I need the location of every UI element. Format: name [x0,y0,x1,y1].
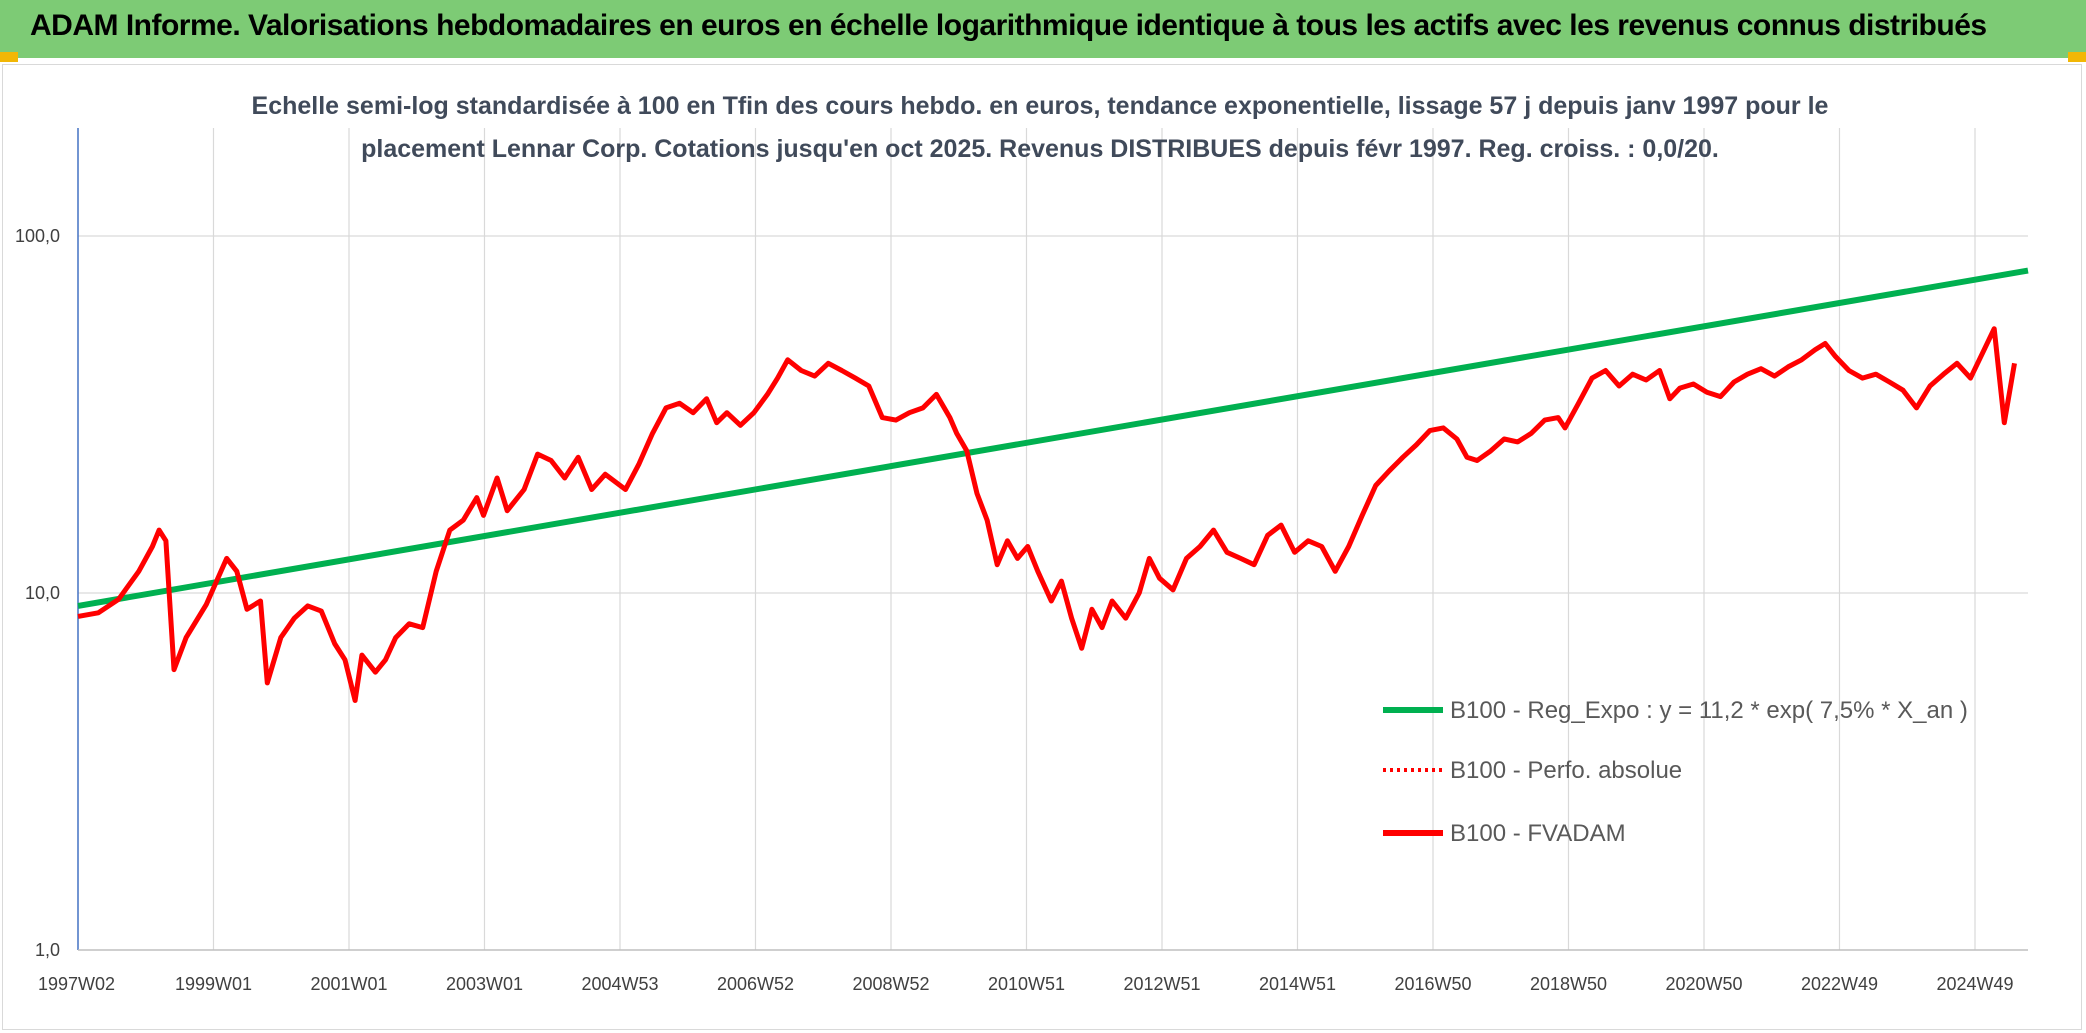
x-tick-label: 2006W52 [717,974,794,994]
chart-subtitle-line-1: Echelle semi-log standardisée à 100 en T… [252,92,1829,120]
grid-lines [78,128,2028,950]
legend-label-fvadam: B100 - FVADAM [1450,820,1626,847]
x-axis-ticks: 1997W02 1999W01 2001W01 2003W01 2004W53 2006W… [38,974,2014,994]
y-tick-label: 100,0 [15,226,60,246]
x-tick-label: 1999W01 [175,974,252,994]
x-tick-label: 2020W50 [1665,974,1742,994]
title-banner: ADAM Informe. Valorisations hebdomadaire… [0,0,2086,58]
chart-area [2,64,2082,1030]
x-tick-label: 2018W50 [1530,974,1607,994]
x-tick-label: 2001W01 [310,974,387,994]
corner-marker-left [0,52,18,62]
chart-subtitle-line-2: placement Lennar Corp. Cotations jusqu'e… [361,135,1719,163]
series-group [77,267,2029,703]
x-tick-label: 2022W49 [1801,974,1878,994]
legend: B100 - Reg_Expo : y = 11,2 * exp( 7,5% *… [1383,697,1968,847]
x-tick-label: 2016W50 [1394,974,1471,994]
y-tick-label: 1,0 [35,940,60,960]
report-title: ADAM Informe. Valorisations hebdomadaire… [30,9,1987,42]
fvadam-line [77,326,2017,703]
x-tick-label: 1997W02 [38,974,115,994]
x-tick-label: 2012W51 [1123,974,1200,994]
x-tick-label: 2008W52 [852,974,929,994]
legend-label-trend: B100 - Reg_Expo : y = 11,2 * exp( 7,5% *… [1450,697,1968,724]
y-tick-label: 10,0 [25,583,60,603]
x-tick-label: 2014W51 [1259,974,1336,994]
x-tick-label: 2004W53 [581,974,658,994]
corner-marker-right [2068,52,2086,62]
x-tick-label: 2024W49 [1936,974,2013,994]
legend-label-perfo: B100 - Perfo. absolue [1450,757,1682,784]
trend-line [77,267,2029,609]
y-axis-ticks: 1,0 10,0 100,0 [15,226,60,960]
x-tick-label: 2003W01 [446,974,523,994]
x-tick-label: 2010W51 [988,974,1065,994]
